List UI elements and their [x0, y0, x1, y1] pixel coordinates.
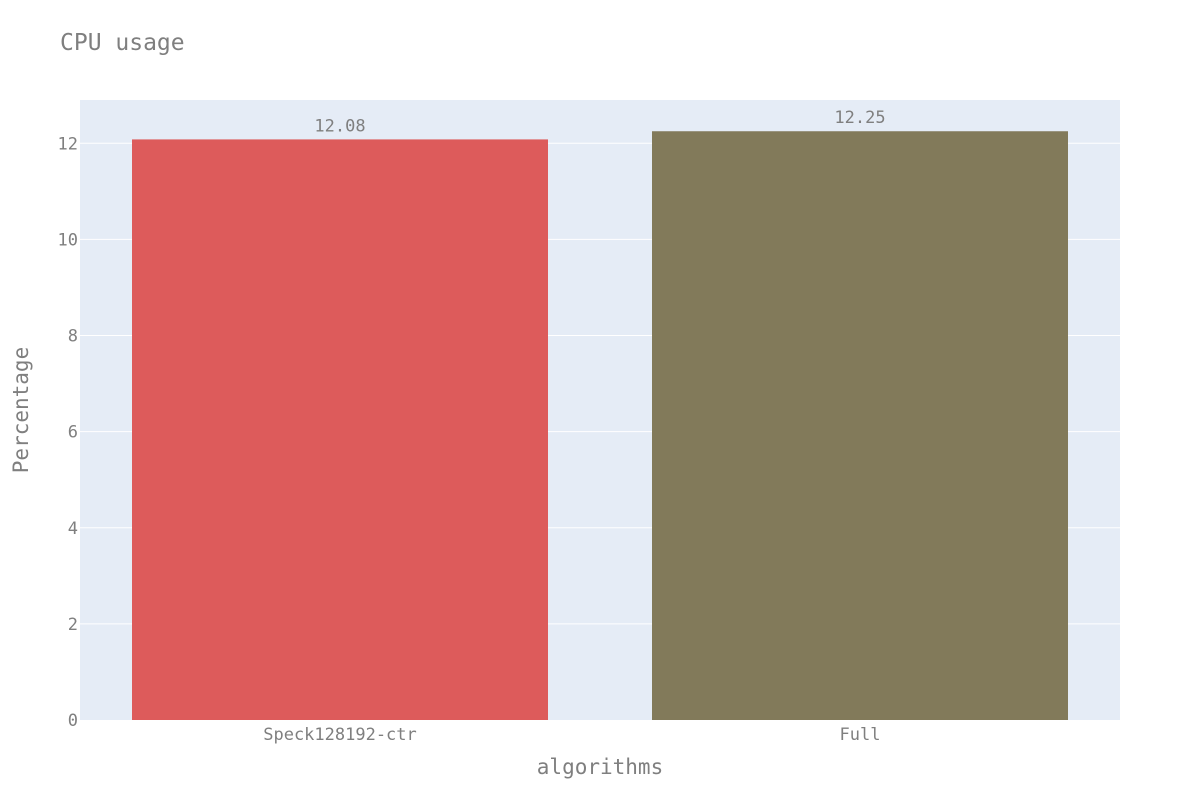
x-axis-ticks: Speck128192-ctr Full: [263, 725, 880, 745]
y-tick-label: 8: [68, 327, 78, 347]
y-tick-label: 12: [58, 134, 78, 154]
x-axis-title: algorithms: [537, 755, 663, 779]
x-tick-label: Full: [840, 725, 881, 745]
bar-value-label: 12.08: [314, 116, 365, 136]
y-tick-label: 6: [68, 423, 78, 443]
y-tick-label: 2: [68, 615, 78, 635]
bar-value-labels: 12.08 12.25: [314, 108, 885, 136]
y-axis-title: Percentage: [9, 347, 33, 473]
bar-1: [132, 139, 548, 720]
bar-2: [652, 131, 1068, 721]
y-tick-label: 0: [68, 711, 78, 731]
bar-value-label: 12.25: [834, 108, 885, 128]
y-tick-label: 10: [58, 230, 78, 250]
y-axis-ticks: 0 2 4 6 8 10 12: [58, 134, 78, 731]
x-tick-label: Speck128192-ctr: [263, 725, 417, 745]
chart-title: CPU usage: [60, 30, 185, 56]
bars: [132, 131, 1068, 721]
y-tick-label: 4: [68, 519, 78, 539]
